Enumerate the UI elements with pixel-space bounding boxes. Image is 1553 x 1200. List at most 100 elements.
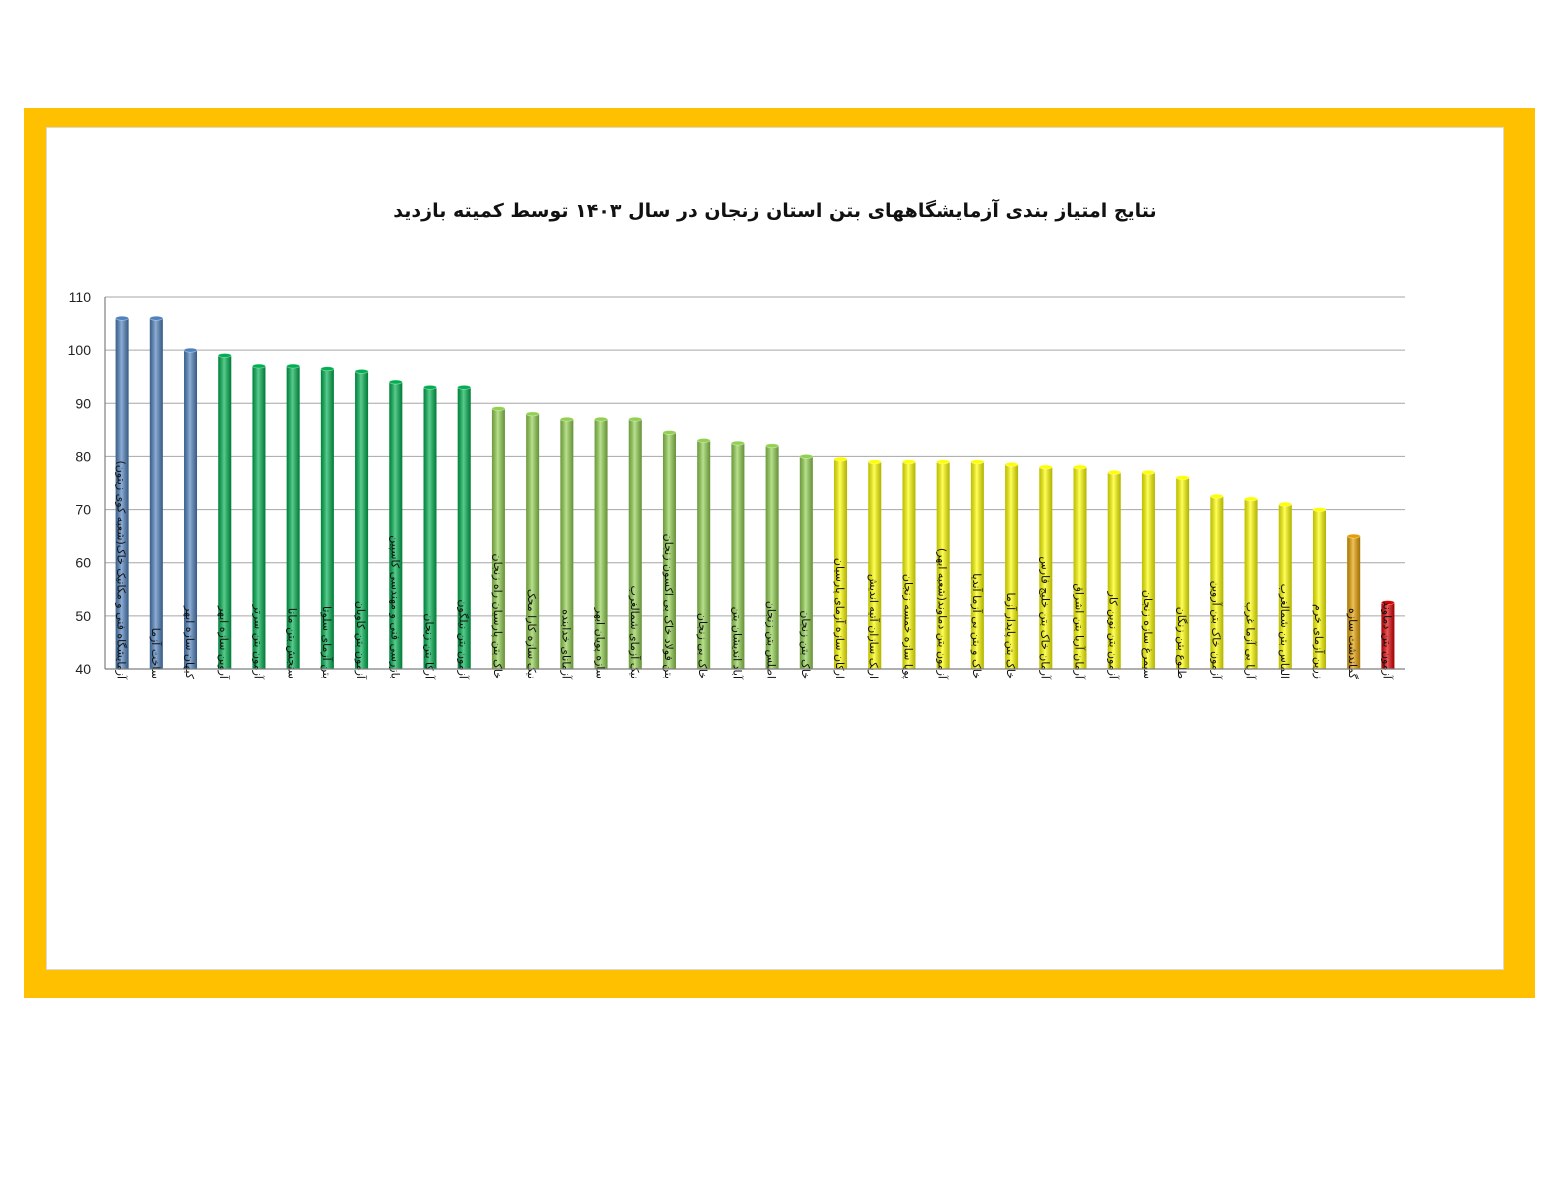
x-tick-label: بازرسی فنی و مهندسی کاسپین (388, 535, 401, 679)
bar (936, 459, 950, 669)
bar-shading (1039, 467, 1053, 669)
bar-cap (1073, 464, 1087, 470)
bar-shading (765, 445, 779, 669)
bar-shading (731, 443, 745, 669)
y-tick-label: 70 (75, 502, 91, 518)
bar-cap (252, 363, 266, 369)
bar-shading (149, 318, 163, 669)
bar-shading (1073, 467, 1087, 669)
bar-shading (628, 419, 642, 669)
bar (833, 456, 848, 669)
bar-shading (1176, 477, 1190, 669)
bar (286, 363, 300, 669)
chart-title: نتایج امتیاز بندی آزمایشگاههای بتن استان… (393, 200, 1157, 222)
x-tick-label: الماس بتن شمالغرب (1278, 584, 1291, 679)
bar (149, 315, 164, 669)
bar-shading (1312, 509, 1326, 669)
bar-cap (1175, 475, 1190, 480)
bar (217, 353, 232, 669)
bar-cap (1107, 470, 1122, 475)
x-tick-label: گماندشت سازه (1346, 608, 1359, 680)
bar (731, 440, 745, 669)
bar-cap (833, 456, 848, 462)
bar-cap (286, 363, 300, 369)
bar (628, 416, 643, 669)
bar (662, 430, 677, 669)
bar-cap (388, 379, 403, 385)
x-tick-label: سنجش بتن مانا (286, 608, 299, 679)
bar-cap (1038, 464, 1053, 470)
bar (902, 459, 916, 669)
bar (1004, 462, 1019, 669)
bar-shading (115, 318, 129, 669)
bars (115, 315, 1395, 669)
x-tick-label: آریا بی آزما غرب (1244, 602, 1258, 680)
x-tick-label: آرمان خاک بتن خلیج فارس (1038, 556, 1052, 680)
bar-shading (1210, 496, 1224, 669)
bar-cap (320, 366, 335, 372)
bar (1278, 501, 1293, 669)
bar-shading (936, 461, 950, 669)
x-tick-label: آزمون بتن نوین کار (1107, 591, 1121, 680)
x-tick-label: ساخت آزما (149, 628, 163, 679)
x-tick-label: سازه پویان ابهر (594, 607, 607, 679)
bar-cap (1312, 507, 1327, 512)
bar (252, 363, 266, 669)
bar-cap (1346, 533, 1361, 539)
bar-shading (423, 387, 437, 669)
bar-shading (1381, 602, 1395, 669)
bar-shading (252, 366, 266, 669)
x-tick-label: آزمون بتن دماوند(شعبه ابهر) (936, 548, 950, 680)
bar-shading (1107, 472, 1121, 669)
bar (423, 385, 437, 669)
y-axis-ticks: 40 50 60 70 80 90 100 110 (68, 289, 92, 677)
bar (1346, 533, 1361, 669)
x-tick-label: خاک و بتن بی آزما آندیا (970, 573, 984, 679)
x-tick-label: خاک بتن پایدار آزما (1004, 593, 1018, 679)
bar (594, 416, 608, 669)
x-tick-label: آزمایشگاه فنی و مکانیک خاک(شعبه کوی زیتو… (115, 460, 129, 680)
x-tick-label: آباد اندیشان بتن (730, 607, 744, 680)
x-tick-label: بتن آزمای سلوتا (320, 606, 334, 679)
bar-shading (902, 461, 916, 669)
x-tick-label: زرین آزمای خرم (1312, 604, 1326, 679)
bar (115, 315, 129, 669)
x-tick-label: اریک سازان آتیه اندیش (867, 574, 881, 679)
bar-shading (491, 408, 505, 669)
bar-cap (491, 406, 506, 411)
x-tick-label: آزمون بتن دماوند (1380, 601, 1394, 680)
bar-cap (970, 459, 985, 465)
bar-shading (218, 355, 232, 669)
x-tick-label: پویا سازه خمسه زنجان (901, 574, 914, 679)
bar-cap (696, 438, 711, 443)
y-tick-label: 50 (75, 608, 91, 624)
bar-cap (594, 416, 608, 422)
bar-cap (902, 459, 916, 465)
bar-shading (526, 413, 540, 669)
x-tick-label: کیهان سازه ابهر (183, 605, 196, 680)
bar-cap (662, 430, 677, 435)
bar-cap (423, 385, 437, 390)
bar (560, 416, 574, 669)
y-tick-label: 100 (68, 342, 92, 358)
y-tick-label: 40 (75, 661, 91, 677)
bar (1175, 475, 1190, 669)
bar (867, 459, 882, 669)
bar-cap (1278, 501, 1293, 507)
bar-cap (183, 347, 198, 353)
bar-shading (1278, 504, 1292, 669)
bar-shading (286, 366, 300, 669)
bar (1244, 496, 1258, 669)
bar (799, 454, 814, 669)
bar-shading (355, 371, 369, 669)
bar-cap (1004, 462, 1019, 467)
bar (388, 379, 403, 669)
x-tick-label: سیمرغ سازه زنجان (1141, 590, 1154, 679)
x-tick-label: ارکان سازه آزمای پارسیان (833, 558, 847, 679)
bar (183, 347, 198, 669)
y-tick-label: 80 (75, 448, 91, 464)
bar-shading (1244, 498, 1258, 669)
bar-shading (1141, 472, 1155, 669)
bar-shading (834, 459, 848, 669)
